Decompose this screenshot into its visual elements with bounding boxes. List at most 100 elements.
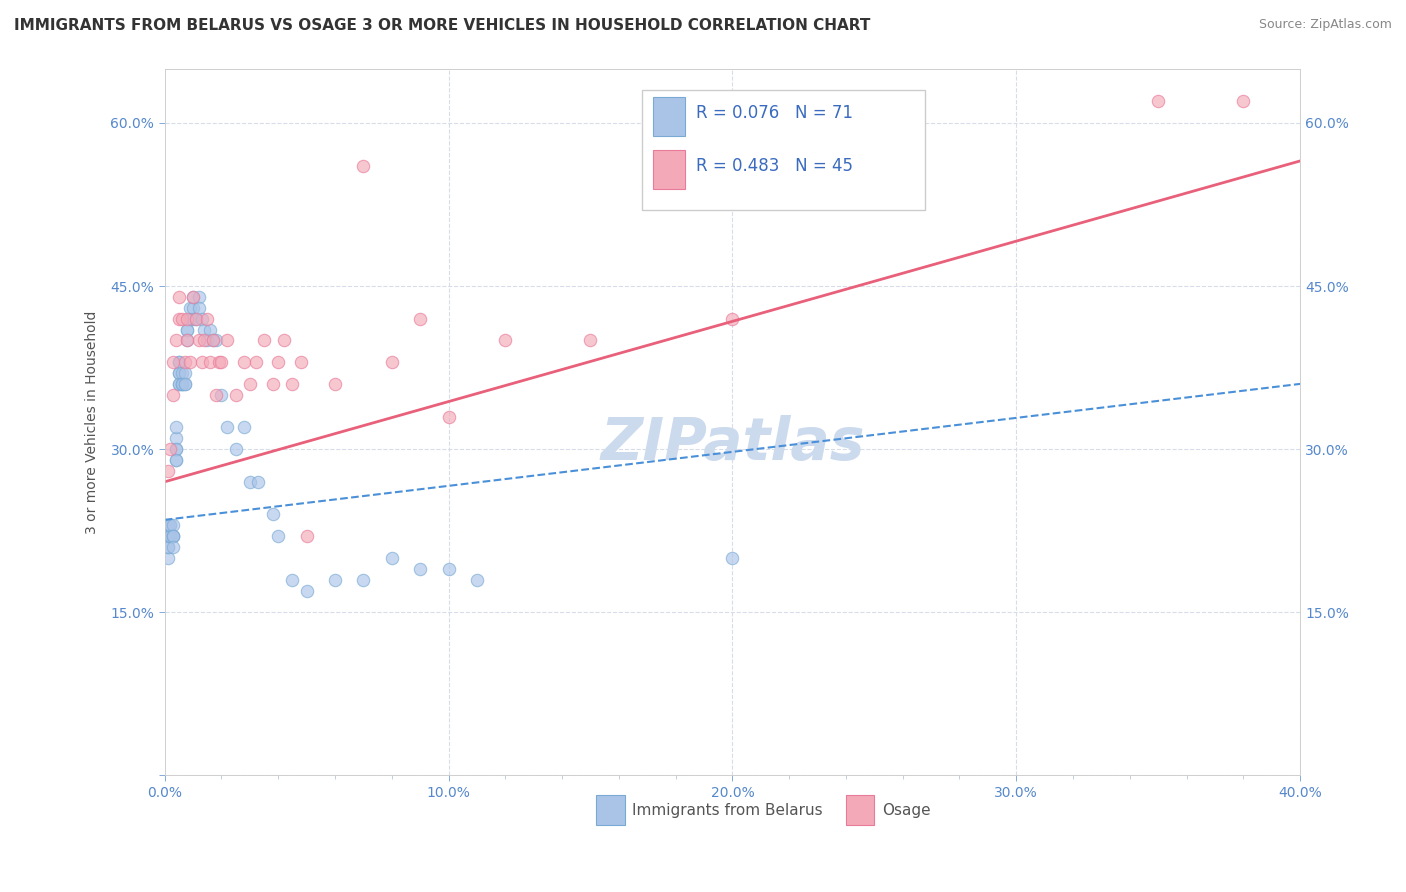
Point [262, 508, 284, 522]
Point [253, 334, 276, 348]
Point [184, 311, 207, 326]
Point [181, 311, 204, 326]
Point [195, 334, 218, 348]
Point [170, 376, 193, 391]
Point [167, 355, 190, 369]
Point [239, 376, 262, 391]
Point [465, 573, 488, 587]
Point [204, 388, 226, 402]
Point [156, 540, 179, 554]
Point [187, 290, 209, 304]
Point [162, 540, 184, 554]
Point [281, 376, 304, 391]
Point [159, 529, 181, 543]
Point [170, 311, 193, 326]
Point [323, 376, 346, 391]
Point [352, 573, 374, 587]
Point [721, 311, 744, 326]
Point [409, 562, 432, 576]
Bar [846, 795, 875, 825]
Text: IMMIGRANTS FROM BELARUS VS OSAGE 3 OR MORE VEHICLES IN HOUSEHOLD CORRELATION CHA: IMMIGRANTS FROM BELARUS VS OSAGE 3 OR MO… [14, 18, 870, 33]
Point [437, 409, 460, 424]
Point [262, 376, 284, 391]
Point [179, 311, 201, 326]
Point [167, 366, 190, 380]
Point [159, 442, 181, 457]
Point [167, 290, 190, 304]
Point [162, 529, 184, 543]
Point [381, 355, 404, 369]
Point [165, 334, 187, 348]
Point [352, 160, 374, 174]
Point [217, 334, 239, 348]
Point [156, 529, 179, 543]
Point [170, 366, 193, 380]
Point [437, 562, 460, 576]
Point [167, 366, 190, 380]
Point [165, 431, 187, 445]
Point [195, 311, 218, 326]
Point [162, 518, 184, 533]
FancyBboxPatch shape [641, 90, 925, 210]
Point [863, 116, 886, 130]
Point [162, 388, 184, 402]
Point [409, 311, 432, 326]
Point [267, 529, 290, 543]
Point [208, 355, 231, 369]
Point [176, 334, 198, 348]
Point [179, 301, 201, 315]
Point [165, 453, 187, 467]
Point [247, 475, 270, 489]
Text: Source: ZipAtlas.com: Source: ZipAtlas.com [1258, 18, 1392, 31]
Point [187, 301, 209, 315]
Bar [652, 150, 685, 189]
Point [184, 311, 207, 326]
Point [290, 355, 312, 369]
Point [162, 529, 184, 543]
Point [173, 376, 195, 391]
Text: Osage: Osage [882, 803, 931, 818]
Point [217, 420, 239, 434]
Point [721, 550, 744, 565]
Point [201, 334, 224, 348]
Point [165, 453, 187, 467]
Point [267, 355, 290, 369]
Point [181, 301, 204, 315]
Point [156, 540, 179, 554]
Point [579, 334, 602, 348]
Point [156, 464, 179, 478]
Point [295, 529, 318, 543]
Point [211, 355, 233, 369]
Point [176, 311, 198, 326]
Point [173, 355, 195, 369]
Point [190, 355, 212, 369]
Point [211, 388, 233, 402]
Point [156, 518, 179, 533]
Point [173, 366, 195, 380]
Point [167, 311, 190, 326]
Point [1147, 94, 1170, 108]
Point [170, 376, 193, 391]
Point [176, 334, 198, 348]
Y-axis label: 3 or more Vehicles in Household: 3 or more Vehicles in Household [86, 310, 100, 533]
Point [181, 290, 204, 304]
Point [165, 442, 187, 457]
Point [156, 529, 179, 543]
Point [159, 529, 181, 543]
Point [156, 529, 179, 543]
Point [198, 355, 221, 369]
Bar [596, 795, 624, 825]
Text: Immigrants from Belarus: Immigrants from Belarus [633, 803, 823, 818]
Point [156, 550, 179, 565]
Point [245, 355, 267, 369]
Point [167, 355, 190, 369]
Point [225, 442, 247, 457]
Point [295, 583, 318, 598]
Point [167, 376, 190, 391]
Point [179, 355, 201, 369]
Point [173, 376, 195, 391]
Point [323, 573, 346, 587]
Point [193, 322, 215, 336]
Bar [652, 97, 685, 136]
Point [187, 334, 209, 348]
